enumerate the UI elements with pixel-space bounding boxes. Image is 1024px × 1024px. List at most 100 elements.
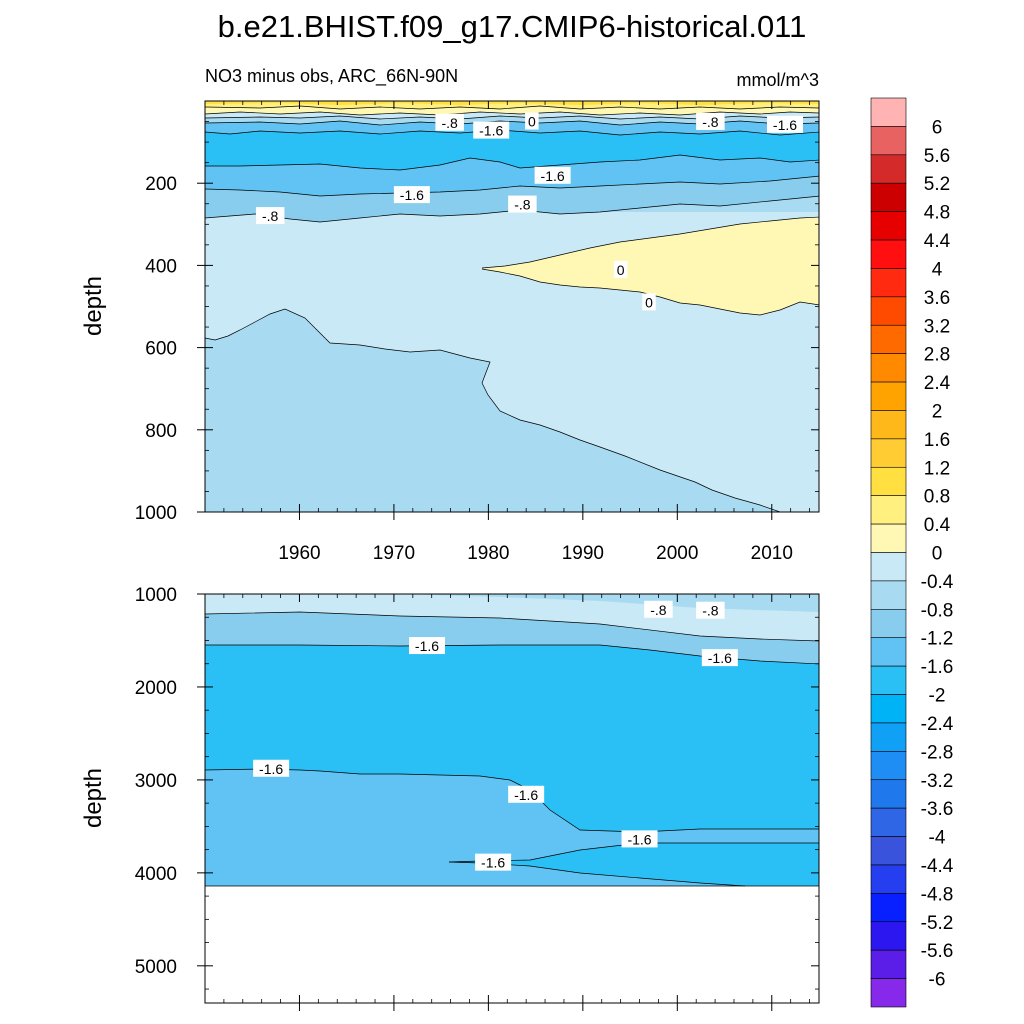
- contour-label: -1.6: [481, 855, 505, 871]
- contour-label-bg: [696, 112, 725, 130]
- contour-label: -1.6: [708, 650, 732, 666]
- x-tick-label: 1970: [373, 543, 415, 564]
- colorbar-label: -6: [929, 970, 946, 991]
- lower-contour-labels: -.8 -.8 -1.6 -1.6 -1.6 -1.6 -1.6 -1.6: [253, 600, 738, 871]
- colorbar-label: 1.2: [924, 458, 950, 479]
- contour-label: -.8: [702, 114, 719, 130]
- colorbar-label: 4.8: [924, 203, 950, 224]
- colorbar-label: 2.8: [924, 345, 950, 366]
- colorbar-swatch: [870, 609, 907, 639]
- contour-label-bg: [435, 113, 464, 131]
- colorbar-swatch: [870, 296, 907, 326]
- colorbar-swatch: [870, 921, 907, 951]
- y-tick-label: 200: [145, 174, 177, 195]
- y-tick-label: 5000: [135, 957, 177, 978]
- x-tick-label: 1980: [467, 543, 509, 564]
- contour-label-bg: [696, 601, 725, 619]
- colorbar-label: -5.6: [921, 941, 954, 962]
- lower-plot-frame: [204, 593, 820, 1004]
- colorbar-label: -2.4: [921, 714, 954, 735]
- contour-label-bg: [642, 293, 656, 311]
- upper-panel: NO3 minus obs, ARC_66N-90N mmol/m^3: [80, 66, 820, 564]
- contour-label: -.8: [650, 602, 667, 618]
- contour-label: -1.6: [627, 831, 651, 847]
- contour-label-bg: [525, 112, 539, 130]
- lower-y-axis-label: depth: [80, 768, 107, 828]
- colorbar-label: 2: [932, 401, 943, 422]
- colorbar-swatch: [870, 580, 907, 610]
- upper-contour-fills: [205, 101, 819, 512]
- colorbar-label: -4: [929, 828, 946, 849]
- contour-label: -1.6: [479, 123, 503, 139]
- contour-label: 0: [645, 294, 653, 310]
- colorbar-label: 3.2: [924, 316, 950, 337]
- colorbar-swatch: [870, 836, 907, 866]
- x-tick-label: 1990: [562, 543, 604, 564]
- contour-line: [205, 308, 781, 512]
- y-tick-label: 4000: [135, 864, 177, 885]
- y-tick-label: 600: [145, 339, 177, 360]
- contour-line: [205, 105, 819, 110]
- colorbar-swatch: [870, 410, 907, 440]
- contour-label: -.8: [262, 208, 279, 224]
- contour-label-bg: [475, 853, 512, 871]
- contour-label-bg: [766, 115, 803, 133]
- contour-label-bg: [253, 759, 290, 777]
- contour-line: [205, 768, 819, 833]
- x-tick-label: 1960: [278, 543, 320, 564]
- colorbar-label: -1.2: [921, 629, 954, 650]
- colorbar-label: 4.4: [924, 231, 951, 252]
- colorbar-swatch: [870, 552, 907, 582]
- contour-label: -1.6: [259, 761, 283, 777]
- upper-axis-ticks: 1960 1970 1980 1990 2000 2010 200 400 600 800 1000: [135, 100, 819, 564]
- colorbar-label: -5.2: [921, 913, 954, 934]
- contour-line: [481, 216, 819, 269]
- fill-band-neg2-bottom: [449, 843, 819, 886]
- contour-label-bg: [508, 785, 545, 803]
- colorbar-swatch: [870, 438, 907, 468]
- y-tick-label: 400: [145, 256, 177, 277]
- contour-label: 0: [528, 114, 536, 130]
- contour-label: -.8: [514, 197, 531, 213]
- contour-label: -1.6: [773, 117, 797, 133]
- colorbar-swatch: [870, 381, 907, 411]
- colorbar-label: -4.8: [921, 884, 954, 905]
- colorbar-label: 0: [932, 544, 943, 565]
- colorbar-swatch: [870, 182, 907, 212]
- contour-label-bg: [613, 260, 628, 278]
- colorbar-swatch: [870, 694, 907, 724]
- y-tick-label: 1000: [135, 585, 177, 606]
- contour-label-bg: [621, 830, 658, 848]
- contour-label: -1.6: [400, 187, 424, 203]
- fill-positive-tongue: [482, 217, 819, 315]
- contour-line: [205, 611, 819, 642]
- contour-label: -1.6: [541, 168, 565, 184]
- contour-label-bg: [393, 186, 430, 204]
- colorbar: 6 5.6 5.2 4.8 4.4 4 3.6 3.2 2.8 2.4 2 1.6 1.2 0.8 0.4 0…: [870, 97, 954, 1008]
- colorbar-swatch: [870, 665, 907, 695]
- colorbar-label: -0.4: [921, 572, 954, 593]
- colorbar-swatch: [870, 495, 907, 525]
- colorbar-swatch: [870, 466, 907, 496]
- fill-band-neg2: [205, 645, 819, 832]
- colorbar-swatch: [870, 353, 907, 383]
- contour-label: 0: [617, 262, 625, 278]
- contour-label-bg: [508, 195, 537, 213]
- contour-line: [205, 175, 819, 197]
- colorbar-swatch: [870, 126, 907, 156]
- y-tick-label: 1000: [135, 503, 177, 524]
- fill-band-neg1.2: [205, 612, 819, 664]
- colorbar-label: 1.6: [924, 430, 950, 451]
- colorbar-label: 3.6: [924, 288, 950, 309]
- contour-line: [205, 154, 819, 171]
- colorbar-swatch: [870, 154, 907, 184]
- colorbar-swatch: [870, 97, 907, 127]
- fill-band-pos1.2: [205, 101, 819, 105]
- contour-line: [205, 644, 819, 665]
- colorbar-swatch: [870, 239, 907, 269]
- colorbar-label: -3.2: [921, 771, 954, 792]
- colorbar-label: -2.8: [921, 742, 954, 763]
- colorbar-swatch: [870, 893, 907, 923]
- subtitle-right: mmol/m^3: [737, 70, 819, 90]
